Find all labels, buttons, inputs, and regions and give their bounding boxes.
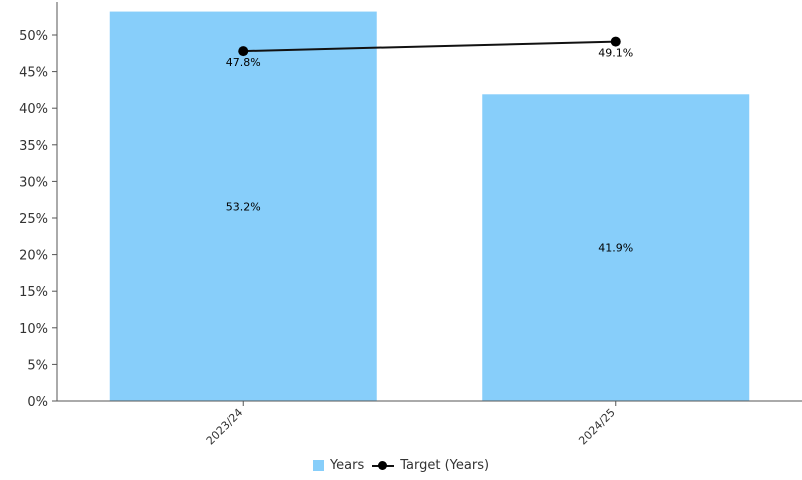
y-tick-label: 50% xyxy=(19,29,48,44)
y-tick-label: 5% xyxy=(27,358,48,373)
x-tick-label: 2023/24 xyxy=(204,406,246,448)
y-tick-label: 25% xyxy=(19,212,48,227)
bar-2023-24[interactable] xyxy=(109,11,377,402)
target-point[interactable] xyxy=(610,36,621,47)
y-tick-label: 20% xyxy=(19,249,48,264)
y-tick-label: 0% xyxy=(27,395,48,410)
target-line xyxy=(243,40,616,53)
y-tick-label: 30% xyxy=(19,175,48,190)
x-tick-label: 2024/25 xyxy=(576,406,618,448)
target-data-label: 49.1% xyxy=(598,47,633,60)
legend-item-target[interactable]: Target (Years) xyxy=(372,458,489,473)
bar-data-label: 41.9% xyxy=(598,242,633,255)
legend-label-years: Years xyxy=(329,458,365,473)
y-tick-label: 45% xyxy=(19,66,48,81)
y-tick-label: 15% xyxy=(19,285,48,300)
legend-item-years[interactable]: Years xyxy=(312,458,365,473)
bar-2024-25[interactable] xyxy=(482,94,750,402)
legend: Years Target (Years) xyxy=(0,458,802,473)
legend-marker-target xyxy=(372,460,395,471)
legend-label-target: Target (Years) xyxy=(400,458,490,473)
y-tick-label: 10% xyxy=(19,322,48,337)
target-point[interactable] xyxy=(238,46,249,57)
y-tick-label: 40% xyxy=(19,102,48,117)
target-data-label: 47.8% xyxy=(226,56,261,69)
legend-swatch-years xyxy=(312,460,324,471)
bar-data-label: 53.2% xyxy=(226,200,261,213)
y-tick-label: 35% xyxy=(19,139,48,154)
chart-svg: 0% 5% 10% 15% 20% 25% 30% 35% 40% 45% 50% 2023/24 20… xyxy=(19,2,802,448)
